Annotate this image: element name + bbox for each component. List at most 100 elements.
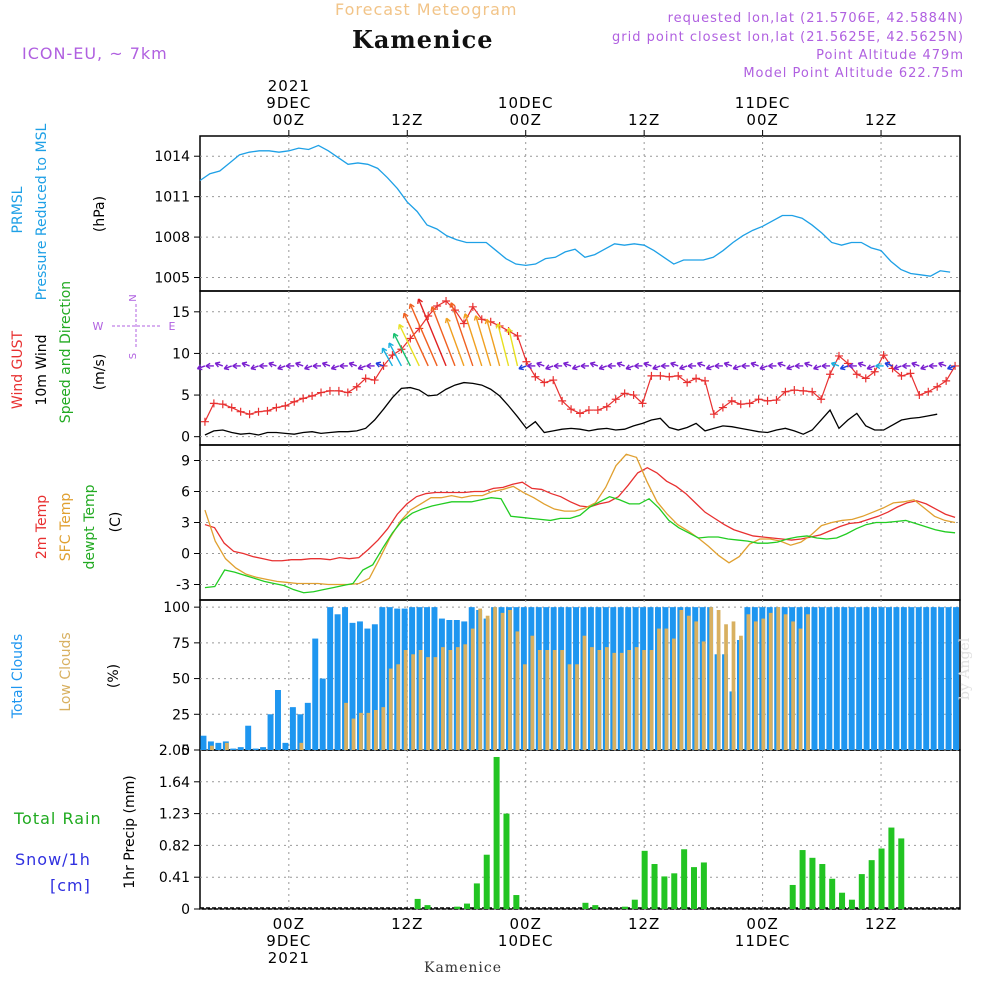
y-tick-label: 1008 (154, 230, 190, 246)
rain-bar (878, 848, 885, 909)
low-clouds-bar (619, 652, 624, 750)
bottom-time-label: 12Z (391, 915, 423, 933)
wind-direction-arrowhead (821, 362, 827, 370)
total-clouds-bar (342, 607, 349, 750)
total-clouds-bar (349, 622, 356, 750)
low-clouds-bar (478, 608, 483, 750)
total-clouds-bar (915, 607, 922, 750)
wind-direction-arrowhead (268, 361, 274, 368)
low-clouds-bar (441, 647, 445, 750)
wind-gust-point (433, 301, 442, 310)
wind-direction-arrowhead (848, 362, 854, 370)
wind-gust-point (683, 378, 692, 387)
low-clouds-bar (537, 650, 542, 750)
pressure-unit-label: (hPa) (92, 196, 108, 232)
pressure-label-prmsl: PRMSL (10, 186, 26, 233)
total-clouds-bar (908, 607, 915, 750)
wind-gust-point (817, 395, 826, 404)
low-clouds-bar (686, 615, 691, 750)
total-clouds-bar (878, 607, 885, 750)
wind-direction-arrowhead (295, 361, 301, 368)
wind-direction-arrowhead (580, 362, 586, 370)
wind-10m-label: 10m Wind (34, 334, 50, 405)
wind-direction-arrow (497, 323, 510, 367)
temp-2m-line (204, 466, 956, 562)
total-rain-label: Total Rain (14, 809, 102, 828)
wind-direction-arrowhead (223, 364, 230, 371)
wind-direction-arrowhead (473, 315, 480, 321)
total-clouds-bar (856, 607, 863, 750)
wind-gust-point (299, 394, 308, 403)
wind-direction-arrowhead (741, 362, 747, 370)
wind-direction-arrowhead (786, 364, 792, 371)
wind-direction-arrowhead (616, 361, 623, 368)
wind-direction-arrowhead (563, 361, 569, 368)
wind-direction-arrowhead (750, 361, 757, 368)
low-clouds-bar (709, 607, 713, 750)
grid-point-coords: grid point closest lon,lat (21.5625E, 42… (612, 30, 964, 45)
wind-direction-arrowhead (366, 362, 372, 370)
wind-direction-arrowhead (205, 362, 211, 370)
wind-direction-arrowhead (381, 347, 388, 354)
bottom-time-label: 9DEC (266, 932, 311, 950)
wind-direction-arrowhead (545, 364, 551, 371)
wind-gust-point (406, 334, 415, 343)
pressure-series-line (199, 144, 951, 277)
wind-gust-point (317, 388, 326, 397)
total-clouds-bar (252, 748, 259, 750)
wind-direction-arrowhead (330, 364, 337, 371)
top-time-label: 9DEC (266, 94, 311, 112)
rain-bar (888, 827, 895, 909)
wind-gust-point (781, 387, 790, 396)
wind-direction-arrowhead (402, 312, 409, 319)
wind-gust-point (754, 395, 763, 404)
wind-gust-point (647, 371, 656, 380)
wind-direction-arrow (507, 327, 519, 367)
total-clouds-bar (885, 607, 892, 750)
top-time-label: 12Z (865, 111, 897, 129)
wind-direction-arrowhead (495, 323, 502, 329)
low-clouds-bar (448, 650, 453, 750)
wind-direction-arrowhead (866, 364, 873, 371)
low-clouds-bar (485, 615, 490, 750)
wind-direction-arrowhead (893, 364, 900, 371)
total-clouds-bar (327, 607, 334, 750)
wind-gust-point (951, 361, 960, 370)
bottom-time-label: 11DEC (735, 932, 791, 950)
low-clouds-bar (806, 614, 810, 750)
low-clouds-bar (731, 621, 736, 750)
bottom-time-label: 00Z (273, 915, 305, 933)
footer-location: Kamenice (424, 960, 502, 976)
total-clouds-bar (312, 638, 319, 750)
low-clouds-bar (515, 631, 520, 750)
wind-direction-arrowhead (304, 364, 310, 371)
wind-direction-arrow (445, 317, 465, 367)
wind-direction-arrow (450, 302, 474, 367)
low-clouds-bar (724, 624, 728, 750)
low-clouds-bar (523, 664, 527, 750)
y-tick-label: 1014 (154, 149, 190, 165)
wind-direction-arrowhead (589, 361, 596, 368)
compass-n-label: N (128, 294, 139, 301)
total-clouds-bar (245, 725, 252, 750)
bottom-time-label: 00Z (510, 915, 542, 933)
wind-gust-point (245, 410, 254, 419)
low-clouds-bar (351, 718, 356, 750)
rain-bar (483, 854, 490, 909)
y-tick-label: 0 (181, 430, 190, 446)
low-clouds-bar (530, 635, 535, 750)
rain-bar (592, 905, 599, 909)
wind-gust-point (727, 396, 736, 405)
wind-direction-arrow (431, 306, 456, 367)
snow-label-line2: [cm] (50, 875, 91, 895)
y-tick-label: 6 (181, 485, 190, 501)
wind-direction-arrowhead (759, 364, 766, 371)
wind-direction-arrowhead (705, 364, 712, 371)
wind-gust-point (343, 388, 352, 397)
total-clouds-bar (215, 742, 222, 750)
wind-gust-point (308, 391, 317, 400)
wind-gust-point (281, 401, 290, 410)
wind-gust-point (263, 406, 272, 415)
rain-bar (681, 849, 688, 909)
